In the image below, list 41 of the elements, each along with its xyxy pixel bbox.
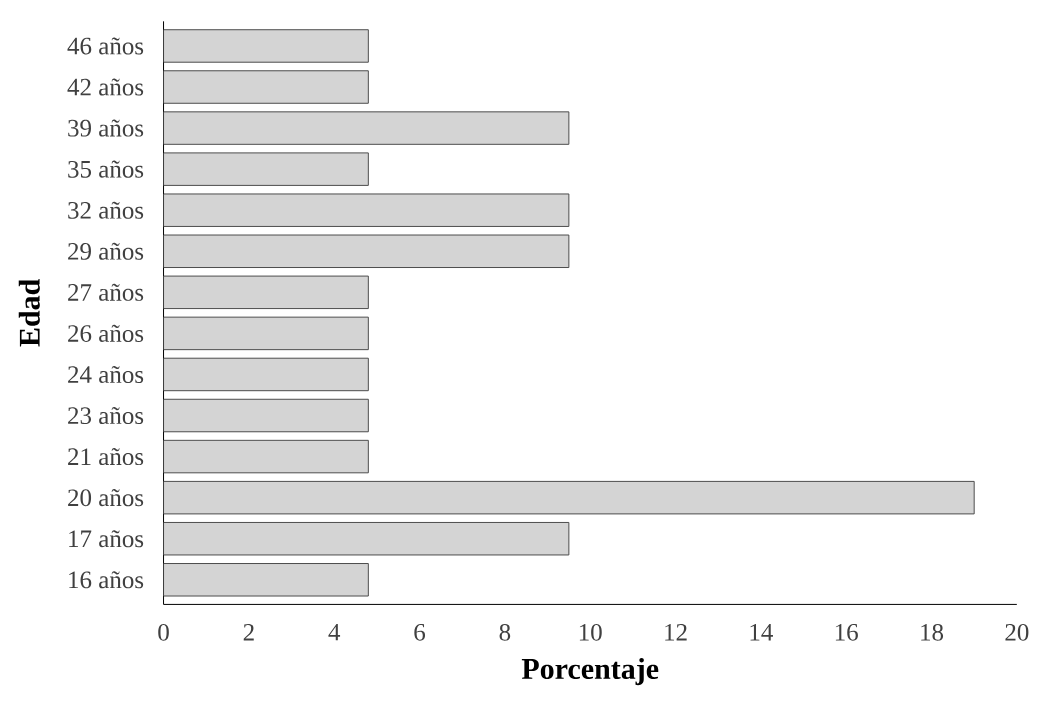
bar [163,234,570,268]
y-tick-label: 39 años [68,119,144,137]
bar [163,111,570,145]
y-tick-label: 20 años [68,489,144,507]
x-tick-label: 0 [158,623,169,641]
y-axis-title: Edad [18,279,40,347]
y-tick-label: 35 años [68,160,144,178]
y-tick-label: 27 años [68,283,144,301]
bar [163,29,369,63]
bar [163,70,369,104]
y-tick-label: 46 años [67,37,144,55]
bar [163,439,369,474]
y-tick-label: 16 años [69,571,144,589]
bar [163,357,369,392]
y-tick-label: 29 años [68,242,144,260]
bar [163,562,369,597]
bar [163,316,369,351]
y-tick-label: 23 años [68,406,144,425]
y-tick-label: 42 años [67,78,144,96]
bar [163,521,570,556]
y-tick-label: 24 años [68,365,144,383]
y-tick-label: 17 años [69,530,144,548]
x-tick-label: 4 [328,623,341,641]
x-tick-label: 14 [750,623,773,641]
y-tick-label: 21 años [68,448,144,466]
y-tick-label: 32 años [68,201,144,219]
x-axis-title: Porcentaje [521,657,659,686]
bar [163,152,369,186]
x-tick-label: 20 [1005,623,1029,641]
x-tick-label: 18 [921,623,944,641]
x-tick-label: 6 [414,623,426,641]
bar [163,275,369,310]
x-tick-label: 10 [579,623,602,641]
bar [163,193,570,227]
x-tick-label: 16 [835,623,858,641]
bar [163,480,975,515]
x-tick-label: 2 [243,623,254,641]
bar [163,398,369,433]
y-tick-label: 26 años [68,324,144,342]
x-tick-label: 12 [665,623,687,641]
x-tick-label: 8 [499,623,511,641]
